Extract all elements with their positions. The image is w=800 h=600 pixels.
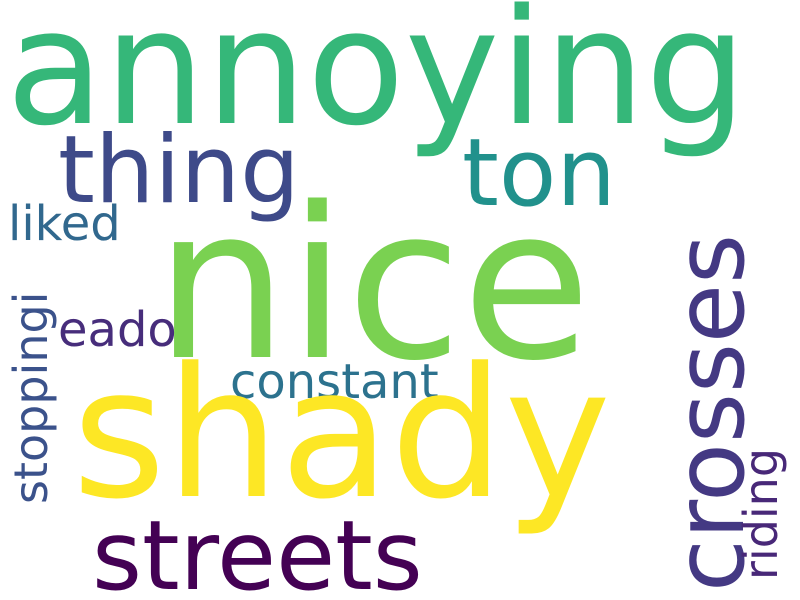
word-streets: streets [92,500,423,600]
word-shady: shady [72,330,611,539]
word-stoppingi: stoppingi [4,291,58,504]
word-ton: ton [462,119,616,228]
word-constant: constant [230,354,439,410]
word-eado: eado [58,302,177,358]
word-liked: liked [8,196,121,252]
word-thing: thing [58,116,300,225]
word-nice: nice [155,162,592,407]
word-annoying: annoying [6,0,747,161]
word-riding: riding [734,447,788,580]
